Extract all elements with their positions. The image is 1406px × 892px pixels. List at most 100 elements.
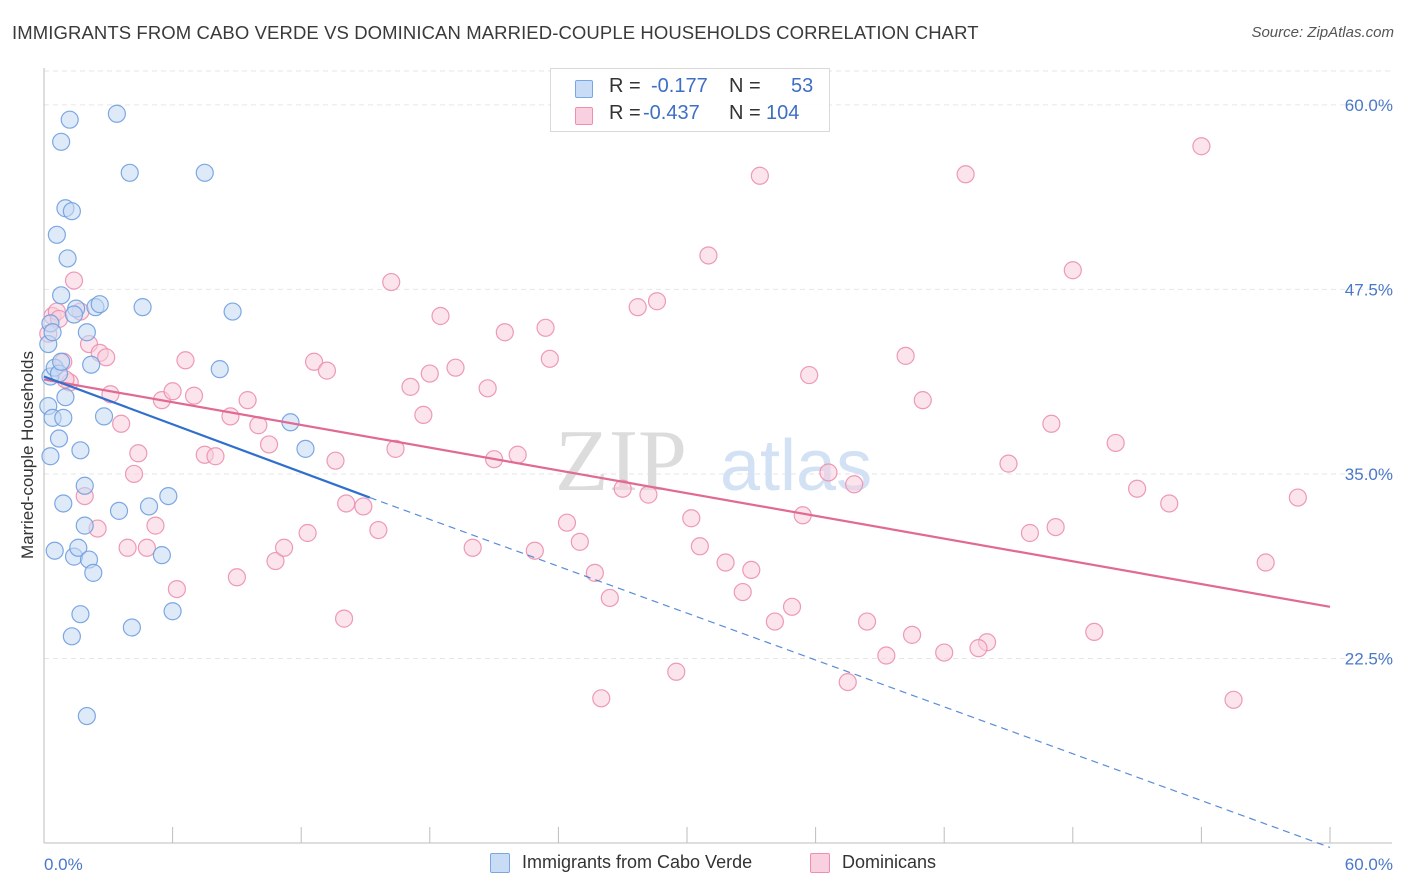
data-point xyxy=(227,568,246,587)
x-tick-label: 60.0% xyxy=(1345,855,1393,874)
data-point xyxy=(334,609,354,628)
stats-swatch-pink xyxy=(575,107,593,125)
stats-row-cabo-verde: R = -0.177 N = 53 xyxy=(551,75,829,102)
data-point xyxy=(75,476,94,495)
stats-n-value: 53 xyxy=(791,75,814,97)
y-tick-label: 60.0% xyxy=(1345,96,1393,115)
data-point xyxy=(896,346,915,365)
data-point xyxy=(304,352,324,371)
stats-r-label: R = xyxy=(609,102,641,124)
data-point xyxy=(146,516,165,535)
stats-r-value: -0.177 xyxy=(651,75,708,97)
data-point xyxy=(139,497,159,516)
data-point xyxy=(122,618,141,637)
chart-source: Source: ZipAtlas.com xyxy=(1251,24,1394,41)
data-point xyxy=(52,352,71,371)
data-point xyxy=(1192,137,1211,156)
data-point xyxy=(557,513,577,532)
chart-title: IMMIGRANTS FROM CABO VERDE VS DOMINICAN … xyxy=(12,22,979,43)
data-point xyxy=(369,520,388,540)
data-point xyxy=(118,538,137,557)
data-point xyxy=(133,298,152,317)
data-point xyxy=(1256,553,1275,572)
data-point xyxy=(570,532,589,551)
data-point xyxy=(274,538,294,557)
data-point xyxy=(167,579,186,599)
data-point xyxy=(690,537,709,556)
data-point xyxy=(41,447,60,466)
x-tick-label: 0.0% xyxy=(44,855,83,874)
data-point xyxy=(206,447,225,466)
x-tick-labels: 0.0% 60.0% xyxy=(44,855,1393,874)
data-point xyxy=(176,351,195,370)
y-tick-label: 35.0% xyxy=(1345,465,1393,484)
data-point xyxy=(69,538,88,557)
data-point xyxy=(60,110,79,129)
data-point xyxy=(902,625,922,644)
data-point xyxy=(857,612,877,631)
data-point xyxy=(195,163,214,182)
data-point xyxy=(84,563,103,582)
data-point xyxy=(298,523,317,543)
data-point xyxy=(337,494,356,513)
series-dominicans xyxy=(39,137,1307,709)
data-point xyxy=(639,485,658,504)
stats-r-value: -0.437 xyxy=(643,102,700,124)
data-point xyxy=(536,318,555,337)
y-tick-label: 22.5% xyxy=(1345,649,1393,668)
data-point xyxy=(64,305,84,324)
data-point xyxy=(716,553,735,572)
data-point xyxy=(54,494,73,513)
data-point xyxy=(137,538,156,557)
data-point xyxy=(386,439,405,458)
trend-line-cabo-verde-extension xyxy=(369,497,1331,848)
data-point xyxy=(62,202,81,221)
trend-line-cabo-verde xyxy=(43,375,371,499)
legend-swatch-pink xyxy=(810,853,830,873)
data-point xyxy=(107,104,126,123)
data-point xyxy=(317,361,337,380)
data-point xyxy=(47,225,66,244)
gridlines xyxy=(44,70,1392,659)
legend-label: Dominicans xyxy=(842,852,937,872)
watermark-atlas: atlas xyxy=(720,426,872,506)
data-point xyxy=(129,444,148,463)
axes xyxy=(43,68,1392,844)
data-point xyxy=(97,348,116,367)
data-point xyxy=(478,379,497,398)
data-point xyxy=(742,560,761,580)
data-point xyxy=(913,391,932,410)
data-point xyxy=(647,292,667,311)
data-point xyxy=(1046,517,1065,537)
stats-swatch-blue xyxy=(575,80,593,98)
data-point xyxy=(1063,261,1082,280)
data-point xyxy=(77,323,96,342)
data-point xyxy=(62,627,81,646)
data-point xyxy=(54,408,73,427)
data-point xyxy=(935,643,954,662)
data-point xyxy=(1085,622,1104,642)
trend-lines xyxy=(43,375,1331,848)
data-point xyxy=(750,166,769,185)
correlation-stats-box: R = -0.177 N = 53 R = -0.437 N = 104 xyxy=(550,68,830,132)
data-point xyxy=(163,382,182,401)
data-point xyxy=(382,272,401,292)
data-point xyxy=(1160,494,1179,513)
data-point xyxy=(43,323,62,342)
data-point xyxy=(52,286,71,305)
stats-n-label: N = xyxy=(729,102,761,124)
data-point xyxy=(296,439,315,458)
data-point xyxy=(266,551,285,571)
data-point xyxy=(600,588,619,608)
stats-n-label: N = xyxy=(729,75,761,97)
data-point xyxy=(1127,479,1147,498)
data-point xyxy=(326,451,345,470)
data-point xyxy=(819,463,838,482)
stats-n-value: 104 xyxy=(766,102,800,124)
data-point xyxy=(52,132,71,151)
data-point xyxy=(56,388,75,407)
data-point xyxy=(956,165,975,184)
data-point xyxy=(259,435,279,454)
data-point xyxy=(1288,488,1307,507)
